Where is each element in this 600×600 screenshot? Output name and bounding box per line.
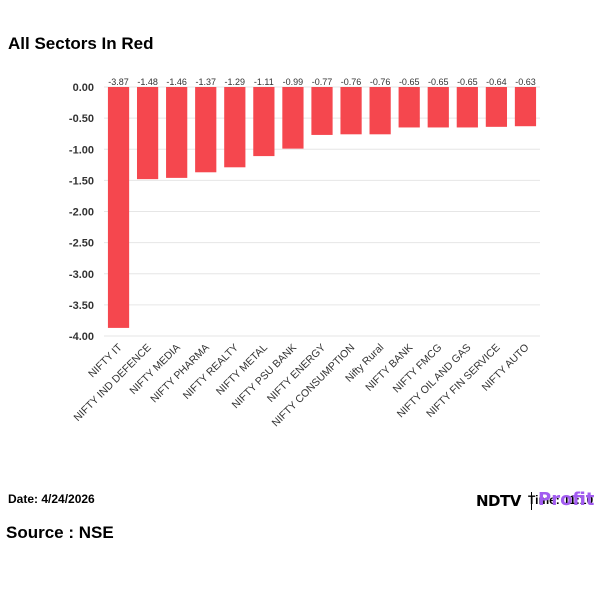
value-label: -0.65: [457, 77, 478, 87]
value-label: -1.46: [166, 77, 187, 87]
bar: [515, 87, 536, 126]
bar: [457, 87, 478, 127]
value-label: -1.29: [225, 77, 246, 87]
bar: [108, 87, 129, 328]
bar-chart: 0.00 -0.50 -1.00 -1.50 -2.00 -2.50 -3.00 -3.50 -…: [0, 70, 600, 440]
value-label: -0.63: [515, 77, 536, 87]
value-label: -1.48: [137, 77, 158, 87]
bar: [399, 87, 420, 127]
logo-profit-text: Profit: [538, 489, 594, 510]
value-label: -3.87: [108, 77, 129, 87]
y-tick-label: -3.50: [69, 300, 94, 312]
y-axis-ticks: 0.00 -0.50 -1.00 -1.50 -2.00 -2.50 -3.00 -3.50 -…: [69, 82, 94, 343]
value-label: -0.76: [341, 77, 362, 87]
bar: [195, 87, 216, 172]
bar: [166, 87, 187, 178]
bars: [108, 87, 536, 328]
y-tick-label: -2.00: [69, 207, 94, 219]
y-tick-label: -4.00: [69, 331, 94, 343]
bar: [311, 87, 332, 135]
y-tick-label: 0.00: [73, 82, 94, 94]
y-tick-label: -1.50: [69, 175, 94, 187]
bar: [370, 87, 391, 134]
value-label: -0.65: [428, 77, 449, 87]
value-label: -0.64: [486, 77, 507, 87]
y-tick-label: -3.00: [69, 269, 94, 281]
value-label: -0.76: [370, 77, 391, 87]
y-tick-label: -0.50: [69, 113, 94, 125]
value-label: -0.77: [312, 77, 333, 87]
date-label: Date: 4/24/2026: [8, 492, 95, 506]
y-tick-label: -2.50: [69, 238, 94, 250]
bar: [137, 87, 158, 179]
bar: [428, 87, 449, 127]
value-labels: -3.87 -1.48 -1.46 -1.37 -1.29 -1.11 -0.99 -0.77…: [108, 77, 535, 87]
source-label: Source : NSE: [6, 523, 114, 543]
value-label: -1.11: [254, 77, 274, 87]
bar: [282, 87, 303, 149]
ndtv-profit-logo: NDTV Time: 11:10 Profit: [476, 488, 598, 514]
bar: [253, 87, 274, 156]
value-label: -0.99: [283, 77, 304, 87]
y-tick-label: -1.00: [69, 144, 94, 156]
bar: [486, 87, 507, 127]
bar: [340, 87, 361, 134]
value-label: -1.37: [195, 77, 216, 87]
value-label: -0.65: [399, 77, 420, 87]
logo-ndtv-text: NDTV: [476, 492, 521, 510]
bar: [224, 87, 245, 167]
chart-title: All Sectors In Red: [8, 34, 153, 54]
logo-separator: [531, 492, 532, 510]
